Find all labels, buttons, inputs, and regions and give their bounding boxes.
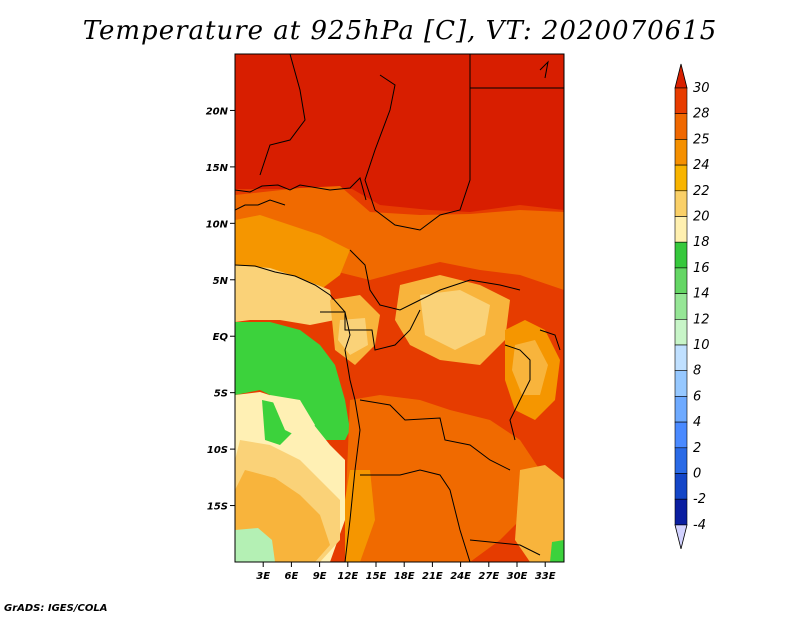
colorbar-label: 2 xyxy=(693,441,701,456)
colorbar-label: 20 xyxy=(693,210,710,225)
colorbar-segment xyxy=(674,318,688,346)
field-22-east-south xyxy=(515,465,564,562)
colorbar-segment xyxy=(674,216,688,243)
lon-tick-label: 18E xyxy=(394,571,415,582)
border-gabon-congo xyxy=(320,309,421,351)
colorbar-label: -2 xyxy=(693,492,706,507)
colorbar-label: 6 xyxy=(693,389,701,404)
border-zambia xyxy=(469,539,541,556)
lon-tick-label: 9E xyxy=(313,571,327,582)
temperature-field xyxy=(235,54,564,562)
lon-tick-label: 6E xyxy=(285,571,299,582)
colorbar-top-arrow xyxy=(674,63,688,89)
colorbar-segment xyxy=(674,113,688,140)
colorbar-segment xyxy=(674,139,688,166)
lon-tick-label: 15E xyxy=(366,571,387,582)
lat-tick-label: 15N xyxy=(206,163,229,174)
border-drc-angola xyxy=(359,399,511,471)
colorbar-segment xyxy=(674,396,688,423)
longitude-axis: 3E 6E 9E 12E 15E 18E 21E 24E 27E 30E 33E xyxy=(256,562,556,582)
colorbar-label: 4 xyxy=(693,415,701,430)
colorbar-segment xyxy=(674,447,688,474)
colorbar-segment xyxy=(674,473,688,500)
colorbar-label: 8 xyxy=(693,364,701,379)
colorbar-bottom-arrow xyxy=(674,524,688,549)
border-sahel xyxy=(235,177,367,201)
lat-tick-label: 10S xyxy=(207,445,228,456)
border-westafrica xyxy=(235,199,286,211)
lat-tick-label: 5S xyxy=(214,389,228,400)
colorbar-label: 16 xyxy=(693,261,710,276)
lon-tick-label: 24E xyxy=(450,571,471,582)
lon-tick-label: 12E xyxy=(337,571,358,582)
lat-tick-label: 20N xyxy=(206,106,229,117)
colorbar-segment xyxy=(674,498,688,526)
colorbar-label: 22 xyxy=(693,184,710,199)
colorbar-label: 24 xyxy=(693,158,710,173)
colorbar-label: 25 xyxy=(693,132,710,147)
latitude-axis: 20N 15N 10N 5N EQ 5S 10S 15S xyxy=(206,106,235,513)
grads-credit: GrADS: IGES/COLA xyxy=(4,603,108,614)
coast-redsea xyxy=(539,60,549,79)
colorbar-label: 12 xyxy=(693,312,710,327)
field-20-gulf xyxy=(235,265,335,325)
border-lakes xyxy=(504,344,531,441)
colorbar-segment xyxy=(674,241,688,269)
lat-tick-label: EQ xyxy=(213,332,229,343)
colorbar-segment xyxy=(674,370,688,397)
lat-tick-label: 15S xyxy=(207,502,228,513)
colorbar-segment xyxy=(674,87,688,115)
colorbar-label: 30 xyxy=(693,81,710,96)
field-30-sahel-edge xyxy=(235,150,564,212)
colorbar-segment xyxy=(674,267,688,294)
plot-title: Temperature at 925hPa [C], VT: 202007061… xyxy=(82,16,718,46)
field-18-patch xyxy=(270,395,315,440)
field-12-corner xyxy=(235,528,275,562)
colorbar-label: 14 xyxy=(693,287,710,302)
colorbar-segment xyxy=(674,344,688,372)
border-chad xyxy=(364,54,471,231)
coastline-west xyxy=(235,264,361,562)
lat-tick-label: 5N xyxy=(213,276,229,287)
lon-tick-label: 21E xyxy=(422,571,443,582)
map-frame xyxy=(234,53,565,563)
colorbar-label: 28 xyxy=(693,107,710,122)
field-16-southeast xyxy=(550,540,564,562)
colorbar-segment xyxy=(674,190,688,217)
colorbar-label: 0 xyxy=(693,467,701,482)
colorbar-label: 18 xyxy=(693,235,710,250)
border-niger xyxy=(259,54,306,176)
colorbar-segment xyxy=(674,293,688,320)
border-angola-namibia xyxy=(360,469,471,562)
colorbar-label: 10 xyxy=(693,338,710,353)
colorbar-segment xyxy=(674,421,688,449)
lon-tick-label: 30E xyxy=(507,571,528,582)
lat-tick-label: 10N xyxy=(206,219,229,230)
border-uganda xyxy=(539,329,561,351)
field-16-ocean xyxy=(235,322,350,440)
lon-tick-label: 3E xyxy=(256,571,270,582)
border-car xyxy=(349,249,521,311)
lon-tick-label: 33E xyxy=(535,571,556,582)
colorbar-segment xyxy=(674,164,688,192)
lon-tick-label: 27E xyxy=(478,571,499,582)
borders xyxy=(235,54,564,562)
field-20-central xyxy=(420,290,490,350)
colorbar-label: -4 xyxy=(693,518,706,533)
